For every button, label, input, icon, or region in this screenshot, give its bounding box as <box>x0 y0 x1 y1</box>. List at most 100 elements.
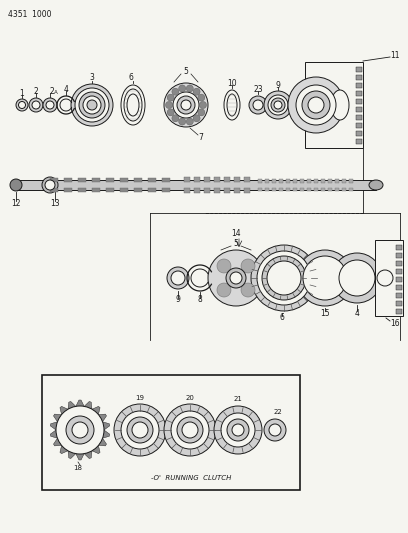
Bar <box>244 188 250 193</box>
Bar <box>356 83 362 88</box>
Bar <box>120 188 128 192</box>
Polygon shape <box>92 406 100 415</box>
Bar <box>356 91 362 96</box>
Circle shape <box>10 179 22 191</box>
Bar <box>307 179 311 182</box>
Circle shape <box>182 422 198 438</box>
Circle shape <box>87 100 97 110</box>
Bar <box>265 188 269 191</box>
Text: 4351  1000: 4351 1000 <box>8 10 51 19</box>
Polygon shape <box>50 430 58 438</box>
Text: 1: 1 <box>20 88 24 98</box>
Circle shape <box>167 267 189 289</box>
Bar <box>286 179 290 182</box>
Bar <box>78 188 86 192</box>
Circle shape <box>29 98 43 112</box>
Circle shape <box>167 94 174 101</box>
Bar <box>279 188 283 191</box>
Text: 16: 16 <box>390 319 400 327</box>
Text: 17: 17 <box>55 423 64 429</box>
Circle shape <box>226 268 246 288</box>
Ellipse shape <box>369 180 383 190</box>
Bar <box>224 188 230 193</box>
Circle shape <box>249 96 267 114</box>
Polygon shape <box>98 438 106 446</box>
Bar <box>305 62 363 148</box>
Bar <box>279 179 283 182</box>
Circle shape <box>193 88 200 95</box>
Circle shape <box>75 88 109 122</box>
Circle shape <box>221 413 255 447</box>
Bar <box>92 188 100 192</box>
Bar <box>349 179 353 182</box>
Bar <box>396 301 402 306</box>
Bar <box>184 188 190 193</box>
Circle shape <box>42 177 58 193</box>
Bar <box>204 177 210 182</box>
Polygon shape <box>102 422 110 430</box>
Bar <box>92 178 100 182</box>
Bar <box>50 188 58 192</box>
Polygon shape <box>53 414 62 422</box>
Bar <box>335 188 339 191</box>
Bar <box>234 188 240 193</box>
Bar <box>64 178 72 182</box>
Polygon shape <box>76 400 84 406</box>
Circle shape <box>297 250 353 306</box>
Bar <box>120 178 128 182</box>
Bar <box>286 188 290 191</box>
Bar <box>214 188 220 193</box>
Circle shape <box>127 417 153 443</box>
Bar <box>224 177 230 182</box>
Bar <box>396 285 402 290</box>
Circle shape <box>173 92 199 118</box>
Circle shape <box>208 250 264 306</box>
Bar <box>328 188 332 191</box>
Bar <box>272 188 276 191</box>
Bar <box>307 188 311 191</box>
Bar <box>194 188 200 193</box>
Text: 5: 5 <box>233 238 238 247</box>
Bar <box>396 269 402 274</box>
Bar <box>162 178 170 182</box>
Bar <box>50 178 58 182</box>
Bar <box>396 277 402 282</box>
Circle shape <box>72 422 88 438</box>
Circle shape <box>186 118 193 125</box>
Bar <box>300 179 304 182</box>
Bar <box>293 179 297 182</box>
Bar <box>214 177 220 182</box>
Circle shape <box>164 83 208 127</box>
Circle shape <box>32 101 40 109</box>
Circle shape <box>172 88 179 95</box>
Circle shape <box>227 419 249 441</box>
Circle shape <box>167 109 174 116</box>
Ellipse shape <box>331 90 349 120</box>
Bar <box>272 179 276 182</box>
Circle shape <box>241 283 255 297</box>
Circle shape <box>214 406 262 454</box>
Text: 9: 9 <box>175 295 180 304</box>
Bar <box>356 107 362 112</box>
Text: 9: 9 <box>275 80 280 90</box>
Polygon shape <box>98 414 106 422</box>
Bar <box>314 188 318 191</box>
Bar <box>356 75 362 80</box>
Circle shape <box>171 271 185 285</box>
Bar <box>204 188 210 193</box>
Circle shape <box>377 270 393 286</box>
Circle shape <box>302 91 330 119</box>
Bar <box>148 188 156 192</box>
Polygon shape <box>60 406 68 415</box>
Polygon shape <box>84 451 92 458</box>
Bar <box>234 177 240 182</box>
Bar <box>396 309 402 314</box>
Bar <box>42 375 300 490</box>
Text: 12: 12 <box>11 198 21 207</box>
Bar <box>78 178 86 182</box>
Text: 11: 11 <box>390 51 400 60</box>
Circle shape <box>18 101 25 109</box>
Circle shape <box>271 98 285 112</box>
Bar <box>194 177 200 182</box>
Bar <box>356 99 362 104</box>
